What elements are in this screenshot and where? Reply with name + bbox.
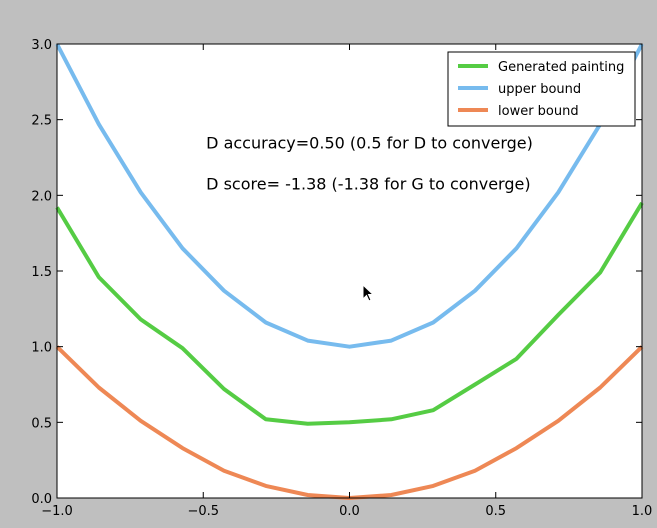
y-tick-label: 0.0 (31, 492, 52, 507)
y-tick-label: 2.0 (31, 189, 52, 204)
x-tick-label: −1.0 (41, 504, 73, 519)
legend: Generated painting upper bound lower bound (447, 51, 636, 127)
series-line-0 (55, 201, 644, 426)
x-tick-label: 0.5 (485, 504, 506, 519)
x-tick-label: −0.5 (187, 504, 219, 519)
x-tick-label: 1.0 (632, 504, 653, 519)
y-tick-label: 0.5 (31, 416, 52, 431)
legend-label-0: Generated painting (498, 60, 624, 75)
y-tick-label: 1.0 (31, 341, 52, 356)
legend-label-1: upper bound (498, 82, 581, 97)
annotation-1: D score= -1.38 (-1.38 for G to converge) (206, 174, 530, 193)
y-tick-label: 3.0 (31, 38, 52, 53)
y-tick-label: 2.5 (31, 114, 52, 129)
legend-label-2: lower bound (498, 104, 579, 119)
annotation-0: D accuracy=0.50 (0.5 for D to converge) (206, 133, 533, 152)
annotations-layer: D accuracy=0.50 (0.5 for D to converge) D… (206, 133, 533, 193)
ticks-layer: −1.0 −0.5 0.0 0.5 1.0 0.0 0.5 1.0 1.5 2.0 2.5 3.0 (31, 38, 652, 519)
series-line-1 (55, 43, 644, 349)
mouse-pointer-icon (362, 284, 374, 302)
x-tick-label: 0.0 (339, 504, 360, 519)
y-tick-label: 1.5 (31, 265, 52, 280)
